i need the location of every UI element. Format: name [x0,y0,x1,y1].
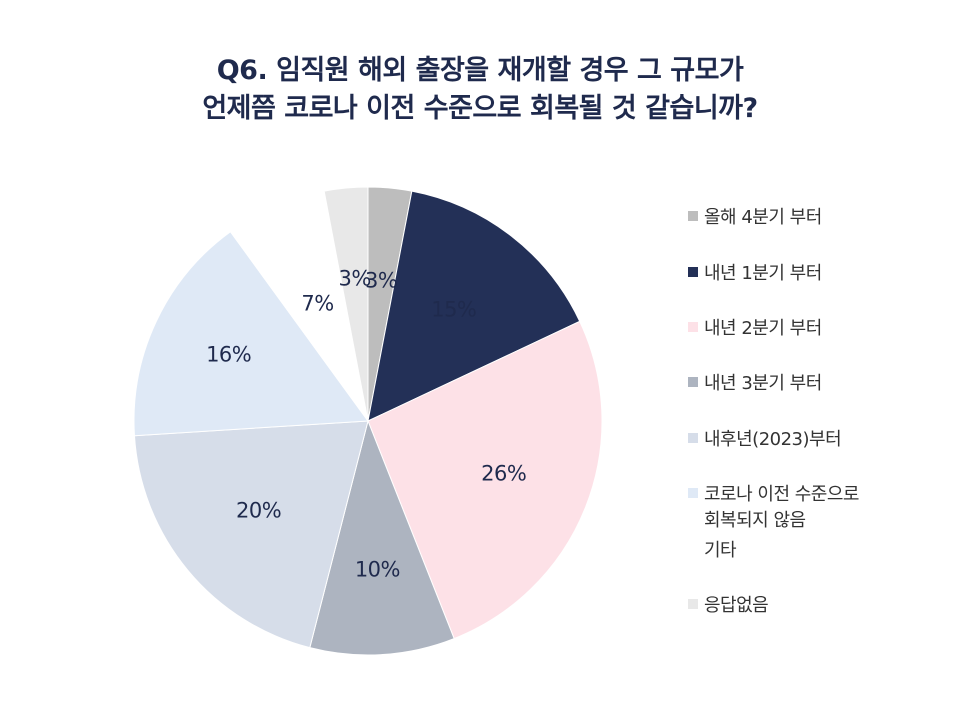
slice-data-label: 7% [301,291,333,315]
legend-swatch [688,211,698,221]
legend-swatch [688,377,698,387]
legend-swatch [688,433,698,443]
legend-swatch [688,322,698,332]
legend-swatch [688,488,698,498]
legend-label: 내년 2분기 부터 [704,318,822,339]
slice-data-label: 3% [365,269,397,293]
legend-label: 내년 1분기 부터 [704,263,822,284]
pie-slice [133,230,369,437]
legend-swatch [688,599,698,609]
chart-title: Q6. 임직원 해외 출장을 재개할 경우 그 규모가 언제쯤 코로나 이전 수… [0,52,960,128]
slice-data-label: 10% [355,558,400,582]
legend-label: 코로나 이전 수준으로 회복되지 않음 [704,484,859,531]
pie-slice [309,419,455,656]
pie-slice [133,420,369,649]
slice-data-label: 20% [236,499,281,523]
pie-slice [229,190,369,422]
legend-swatch [688,544,698,554]
pie-slice [367,320,603,640]
pie-slice [367,190,581,422]
slice-data-label: 3% [338,267,370,291]
chart-title-line-1: Q6. 임직원 해외 출장을 재개할 경우 그 규모가 [216,55,744,86]
slice-data-label: 26% [481,462,526,486]
slice-data-label: 16% [206,342,251,366]
slice-data-label: 15% [431,297,476,321]
legend-label: 내후년(2023)부터 [704,429,842,450]
legend-label: 내년 3분기 부터 [704,373,822,394]
legend-label: 올해 4분기 부터 [704,207,822,228]
legend-swatch [688,267,698,277]
legend-label: 응답없음 [704,595,769,616]
legend-label: 기타 [704,540,737,561]
chart-title-line-2: 언제쯤 코로나 이전 수준으로 회복될 것 같습니까? [202,93,758,124]
pie-slice [323,186,369,422]
